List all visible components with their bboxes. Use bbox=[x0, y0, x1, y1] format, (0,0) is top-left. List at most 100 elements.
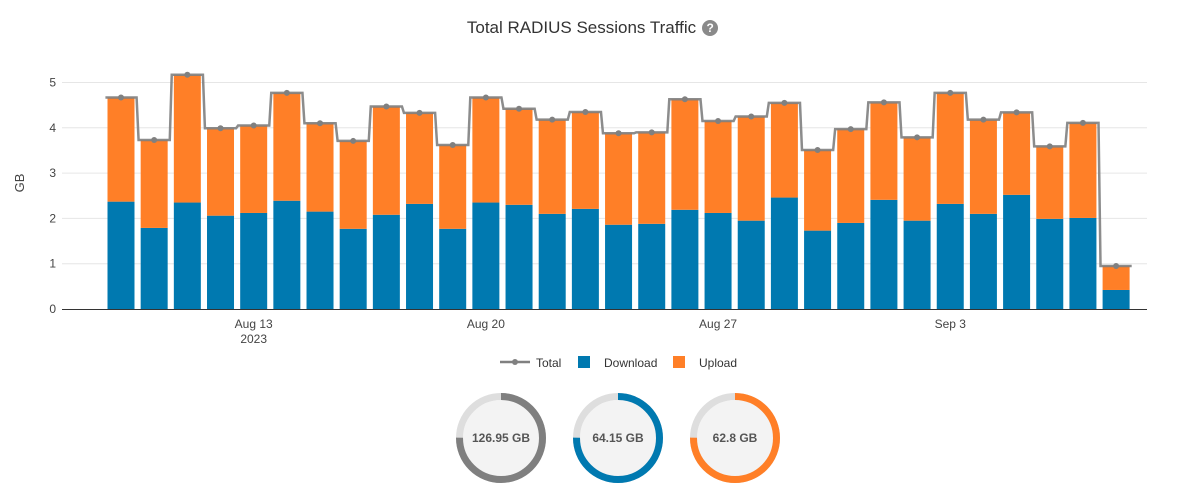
y-tick-label: 4 bbox=[49, 121, 56, 135]
total-point bbox=[1079, 119, 1086, 126]
download-bar bbox=[571, 208, 599, 309]
upload-bar bbox=[969, 119, 997, 214]
total-point bbox=[914, 134, 921, 141]
total-point bbox=[880, 99, 887, 106]
total-point bbox=[748, 113, 755, 120]
download-bar bbox=[737, 220, 765, 309]
upload-bar bbox=[439, 145, 467, 229]
chart-title-text: Total RADIUS Sessions Traffic bbox=[466, 18, 697, 37]
upload-bar bbox=[1069, 122, 1097, 218]
summary-donut-value: 62.8 GB bbox=[713, 431, 758, 445]
download-bar bbox=[406, 203, 434, 309]
download-bar bbox=[870, 199, 898, 309]
download-bar bbox=[240, 212, 268, 309]
total-point bbox=[681, 96, 688, 103]
upload-bar bbox=[770, 102, 798, 198]
total-point bbox=[648, 129, 655, 136]
download-bar bbox=[671, 209, 699, 309]
upload-bar bbox=[903, 137, 931, 221]
download-bar bbox=[804, 230, 832, 309]
legend-label: Total bbox=[536, 356, 561, 370]
upload-bar bbox=[406, 112, 434, 204]
download-bar bbox=[173, 202, 201, 309]
total-point bbox=[847, 126, 854, 133]
x-tick-sublabel: 2023 bbox=[240, 332, 267, 346]
total-point bbox=[980, 116, 987, 123]
download-bar bbox=[770, 197, 798, 309]
total-point bbox=[1113, 262, 1120, 269]
legend-total-marker-icon bbox=[512, 359, 518, 365]
total-point bbox=[449, 142, 456, 149]
upload-bar bbox=[638, 132, 666, 224]
download-bar bbox=[372, 214, 400, 309]
x-tick-label: Sep 3 bbox=[935, 317, 967, 331]
upload-bar bbox=[107, 97, 135, 202]
upload-bar bbox=[837, 129, 865, 223]
total-point bbox=[715, 118, 722, 125]
upload-bar bbox=[1102, 265, 1130, 290]
download-bar bbox=[903, 220, 931, 309]
total-point bbox=[549, 116, 556, 123]
question-circle-icon[interactable]: ? bbox=[702, 20, 719, 36]
download-bar bbox=[538, 213, 566, 309]
download-bar bbox=[505, 204, 533, 309]
upload-bar bbox=[472, 97, 500, 203]
download-bar bbox=[638, 223, 666, 309]
total-point bbox=[283, 89, 290, 96]
download-bar bbox=[472, 202, 500, 309]
y-axis-label: GB bbox=[12, 174, 27, 193]
y-tick-label: 2 bbox=[49, 211, 56, 225]
download-bar bbox=[339, 228, 367, 309]
y-tick-label: 3 bbox=[49, 166, 56, 180]
total-point bbox=[151, 137, 158, 144]
download-bar bbox=[439, 228, 467, 309]
summary-donut-arc bbox=[690, 393, 780, 483]
summary-donut-arc bbox=[456, 393, 546, 483]
total-point bbox=[416, 109, 423, 116]
x-tick-label: Aug 27 bbox=[699, 317, 737, 331]
summary-donut-value: 64.15 GB bbox=[592, 431, 644, 445]
upload-bar bbox=[505, 108, 533, 205]
download-bar bbox=[1069, 217, 1097, 309]
y-tick-label: 1 bbox=[49, 257, 56, 271]
upload-bar bbox=[605, 133, 633, 225]
legend-label: Download bbox=[604, 356, 657, 370]
upload-bar bbox=[372, 106, 400, 215]
upload-bar bbox=[737, 116, 765, 221]
total-point bbox=[781, 99, 788, 106]
total-point bbox=[350, 137, 357, 144]
download-bar bbox=[273, 200, 301, 309]
upload-bar bbox=[671, 99, 699, 210]
x-tick-label: Aug 13 bbox=[235, 317, 273, 331]
upload-bar bbox=[1036, 146, 1064, 219]
legend-download-square-icon bbox=[578, 356, 590, 368]
upload-bar bbox=[936, 92, 964, 204]
upload-bar bbox=[339, 140, 367, 229]
upload-bar bbox=[140, 140, 168, 228]
x-tick-label: Aug 20 bbox=[467, 317, 505, 331]
total-point bbox=[814, 146, 821, 153]
total-point bbox=[482, 94, 489, 101]
upload-bar bbox=[704, 121, 732, 213]
upload-bar bbox=[1003, 112, 1031, 195]
upload-bar bbox=[273, 92, 301, 201]
upload-bar bbox=[207, 128, 235, 216]
total-point bbox=[184, 71, 191, 78]
upload-bar bbox=[870, 102, 898, 200]
total-point bbox=[317, 120, 324, 127]
download-bar bbox=[704, 212, 732, 309]
total-point bbox=[582, 108, 589, 115]
upload-bar bbox=[173, 74, 201, 203]
summary-donut-center bbox=[697, 400, 773, 476]
download-bar bbox=[306, 211, 334, 309]
upload-bar bbox=[538, 119, 566, 214]
summary-donut-center bbox=[580, 400, 656, 476]
legend-upload-square-icon bbox=[673, 356, 685, 368]
download-bar bbox=[969, 213, 997, 309]
total-point bbox=[250, 122, 257, 129]
download-bar bbox=[1102, 289, 1130, 309]
total-point bbox=[1013, 109, 1020, 116]
upload-bar bbox=[804, 149, 832, 231]
